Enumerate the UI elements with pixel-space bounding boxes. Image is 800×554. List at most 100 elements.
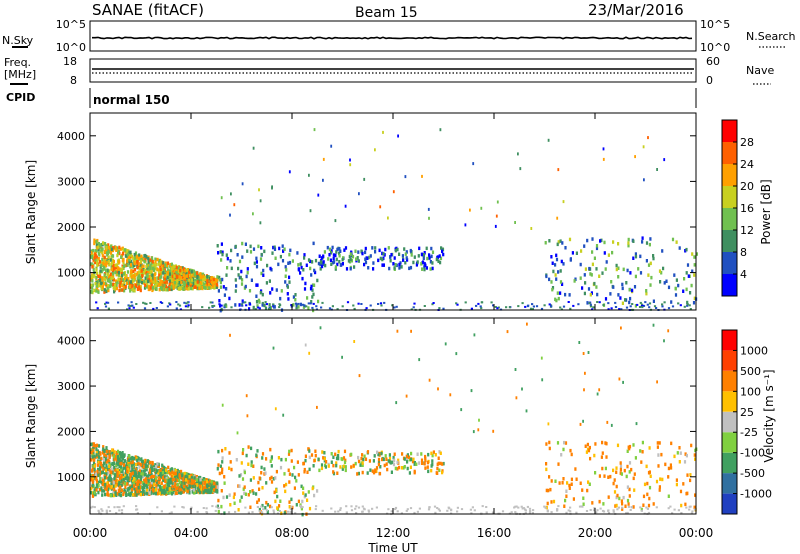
range-cell — [439, 260, 442, 265]
range-cell — [169, 490, 172, 495]
range-cell — [577, 303, 580, 306]
range-cell — [120, 255, 123, 259]
range-cell — [190, 286, 193, 291]
range-cell — [243, 491, 246, 496]
range-cell — [168, 487, 171, 491]
range-cell — [311, 288, 314, 292]
range-cell — [162, 287, 165, 292]
range-cell — [145, 264, 148, 269]
range-cell — [106, 253, 109, 257]
range-cell — [129, 486, 132, 490]
range-cell — [95, 488, 98, 492]
range-cell — [148, 274, 151, 279]
range-cell — [252, 464, 255, 468]
range-cell — [256, 500, 259, 504]
x-tick-label: 08:00 — [275, 526, 310, 540]
range-cell — [675, 240, 678, 244]
range-cell — [249, 505, 252, 509]
range-cell — [161, 265, 164, 269]
range-cell — [120, 268, 123, 272]
range-cell — [130, 269, 133, 273]
range-cell — [148, 481, 151, 486]
range-cell — [192, 274, 195, 279]
range-cell — [166, 479, 169, 483]
range-cell — [460, 408, 463, 412]
range-cell — [266, 510, 269, 514]
range-cell — [196, 280, 199, 284]
range-cell — [403, 465, 406, 469]
range-cell — [91, 442, 94, 446]
range-cell — [393, 306, 396, 309]
range-cell — [193, 491, 196, 495]
range-cell — [101, 268, 104, 272]
range-cell — [104, 281, 107, 285]
range-cell — [425, 246, 428, 251]
range-cell — [183, 276, 186, 280]
range-cell — [138, 266, 141, 271]
range-cell — [621, 506, 624, 509]
range-cell — [643, 178, 645, 182]
range-cell — [257, 244, 260, 249]
range-cell — [203, 477, 206, 481]
range-cell — [228, 493, 231, 497]
range-cell — [385, 457, 388, 461]
range-cell — [337, 510, 340, 513]
range-cell — [473, 333, 476, 337]
range-cell — [101, 276, 104, 280]
range-cell — [147, 284, 150, 289]
range-cell — [278, 510, 281, 512]
range-cell — [514, 511, 517, 514]
range-cell — [142, 264, 145, 268]
range-cell — [141, 278, 144, 282]
range-cell — [541, 378, 544, 382]
range-cell — [427, 452, 430, 457]
range-cell — [92, 248, 95, 253]
range-cell — [180, 280, 183, 284]
range-cell — [308, 467, 311, 472]
range-cell — [626, 511, 629, 514]
range-cell — [218, 299, 221, 303]
range-cell — [616, 443, 620, 448]
range-cell — [175, 307, 178, 310]
range-cell — [174, 469, 177, 473]
range-cell — [273, 306, 276, 309]
range-cell — [522, 507, 526, 510]
range-cell — [583, 388, 585, 392]
range-cell — [343, 248, 346, 252]
range-cell — [631, 303, 634, 305]
range-cell — [679, 489, 683, 494]
range-cell — [127, 467, 130, 472]
range-cell — [220, 242, 223, 246]
range-cell — [115, 284, 118, 288]
range-cell — [90, 476, 94, 480]
range-cell — [170, 467, 174, 472]
range-cell — [153, 482, 156, 487]
range-cell — [470, 389, 473, 393]
range-cell — [326, 245, 329, 250]
range-cell — [215, 281, 218, 285]
range-cell — [152, 489, 155, 493]
range-cell — [555, 277, 558, 281]
range-cell — [202, 507, 205, 509]
colorbar-tick-label: 25 — [740, 406, 754, 419]
range-cell — [236, 431, 239, 435]
range-cell — [438, 509, 441, 512]
range-cell — [142, 462, 145, 466]
range-cell — [109, 284, 112, 288]
range-cell — [336, 262, 339, 267]
range-cell — [204, 484, 207, 489]
range-cell — [418, 358, 421, 362]
range-cell — [472, 430, 475, 434]
range-cell — [97, 444, 101, 448]
range-cell — [147, 279, 150, 284]
range-cell — [430, 451, 433, 456]
range-cell — [355, 505, 358, 508]
range-cell — [324, 263, 327, 268]
range-cell — [150, 276, 153, 281]
range-cell — [141, 265, 144, 270]
range-cell — [129, 491, 132, 496]
range-cell — [301, 276, 304, 281]
range-cell — [315, 308, 318, 311]
range-cell — [312, 292, 315, 297]
range-cell — [138, 262, 141, 266]
